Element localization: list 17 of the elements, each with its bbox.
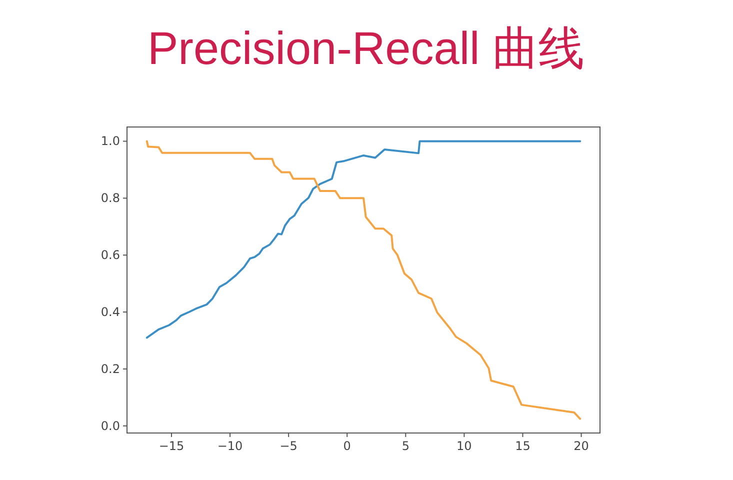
- x-tick-label: 0: [343, 439, 351, 453]
- y-tick-label: 0.8: [100, 191, 120, 206]
- x-tick-label: 5: [402, 439, 410, 453]
- y-tick-label: 0.4: [100, 305, 120, 320]
- x-tick-label: −15: [158, 439, 184, 453]
- line-series: [146, 140, 582, 339]
- y-tick-label: 0.0: [100, 418, 120, 433]
- x-tick-label: −10: [217, 439, 243, 453]
- chart-title: Precision-Recall 曲线: [147, 22, 585, 74]
- line-series: [146, 140, 582, 420]
- x-tick-label: 10: [456, 439, 472, 453]
- x-tick-label: −5: [280, 439, 298, 453]
- y-tick-label: 0.2: [100, 362, 120, 376]
- x-tick-label: 15: [515, 439, 530, 453]
- x-tick-label: 20: [574, 439, 589, 453]
- y-tick-label: 1.0: [100, 134, 120, 148]
- y-tick-label: 0.6: [100, 248, 120, 262]
